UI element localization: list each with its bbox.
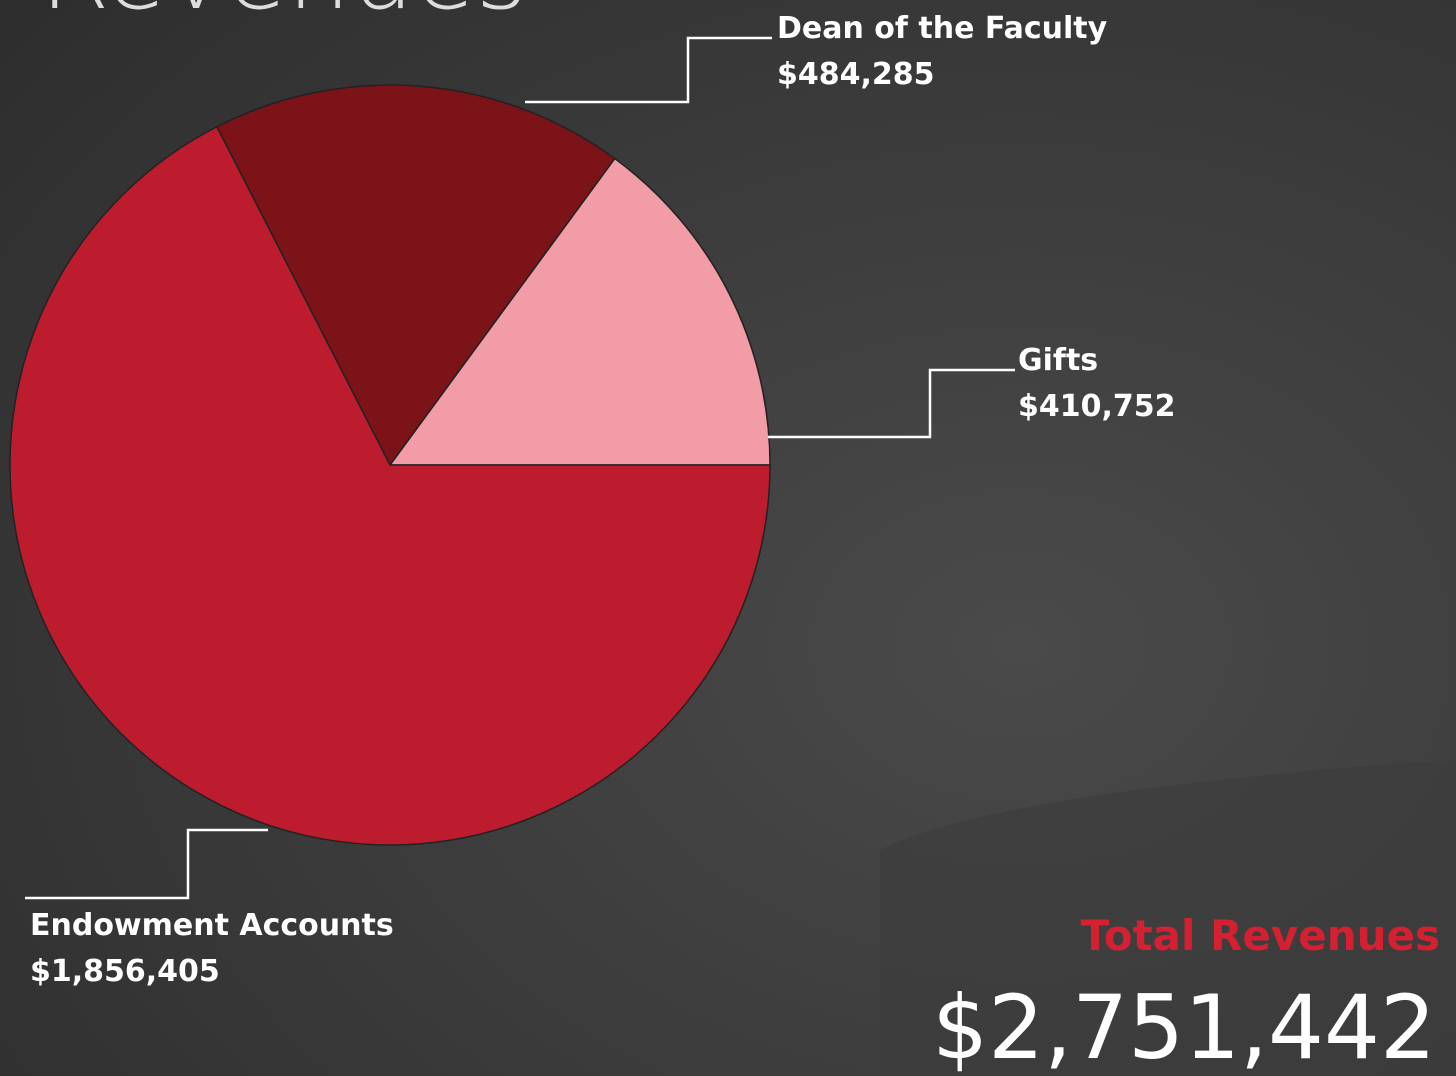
slice-label: Dean of the Faculty [777, 11, 1108, 46]
leader-line [525, 36, 772, 104]
leader-line [768, 368, 1015, 439]
chart-title: Revenues [40, 0, 528, 32]
leader-line [25, 828, 268, 900]
slice-label: Endowment Accounts [30, 908, 394, 943]
pie-slice [215, 84, 616, 467]
slice-value: $1,856,405 [30, 954, 220, 989]
pie-slice [9, 125, 771, 846]
total-value: $2,751,442 [932, 976, 1436, 1076]
background-shape [880, 760, 1456, 1076]
pie [9, 84, 771, 846]
slice-label: Gifts [1018, 343, 1098, 378]
slice-value: $410,752 [1018, 389, 1176, 424]
slice-value: $484,285 [777, 57, 935, 92]
total-title: Total Revenues [1081, 911, 1440, 960]
pie-slice [388, 157, 771, 466]
